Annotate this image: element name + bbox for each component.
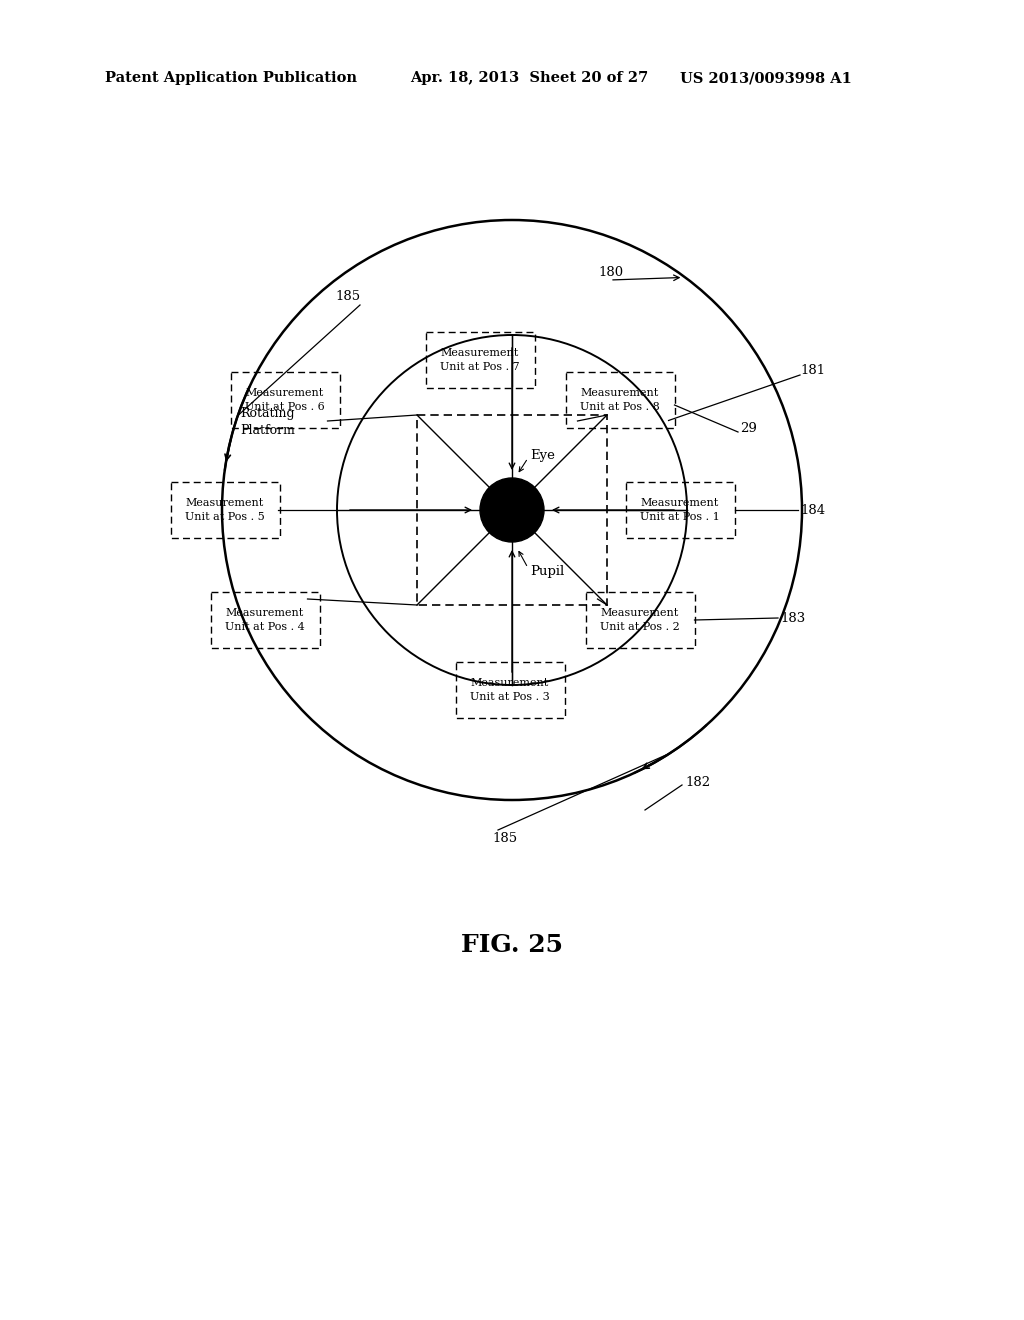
Text: Pupil: Pupil xyxy=(530,565,564,578)
Text: Eye: Eye xyxy=(530,449,555,462)
Text: Measurement
Unit at Pos . 8: Measurement Unit at Pos . 8 xyxy=(581,388,659,412)
Text: Measurement
Unit at Pos . 2: Measurement Unit at Pos . 2 xyxy=(600,609,680,631)
Bar xyxy=(417,414,607,605)
Text: Rotating
Platform: Rotating Platform xyxy=(241,407,296,437)
Text: 183: 183 xyxy=(780,611,805,624)
Circle shape xyxy=(480,478,544,543)
Text: Measurement
Unit at Pos . 3: Measurement Unit at Pos . 3 xyxy=(470,678,550,702)
Text: 182: 182 xyxy=(685,776,710,788)
Text: Measurement
Unit at Pos . 6: Measurement Unit at Pos . 6 xyxy=(245,388,325,412)
Text: FIG. 25: FIG. 25 xyxy=(461,933,563,957)
Text: 185: 185 xyxy=(493,832,517,845)
Text: Apr. 18, 2013  Sheet 20 of 27: Apr. 18, 2013 Sheet 20 of 27 xyxy=(410,71,648,84)
Text: Patent Application Publication: Patent Application Publication xyxy=(105,71,357,84)
Text: 181: 181 xyxy=(800,363,825,376)
Text: US 2013/0093998 A1: US 2013/0093998 A1 xyxy=(680,71,852,84)
Text: Measurement
Unit at Pos . 5: Measurement Unit at Pos . 5 xyxy=(185,499,265,521)
Text: Measurement
Unit at Pos . 1: Measurement Unit at Pos . 1 xyxy=(640,499,720,521)
Text: 29: 29 xyxy=(740,421,757,434)
Text: 180: 180 xyxy=(598,265,624,279)
Text: 185: 185 xyxy=(336,290,360,304)
Text: Measurement
Unit at Pos . 7: Measurement Unit at Pos . 7 xyxy=(440,348,520,372)
Text: Measurement
Unit at Pos . 4: Measurement Unit at Pos . 4 xyxy=(225,609,305,631)
Text: 184: 184 xyxy=(800,503,825,516)
